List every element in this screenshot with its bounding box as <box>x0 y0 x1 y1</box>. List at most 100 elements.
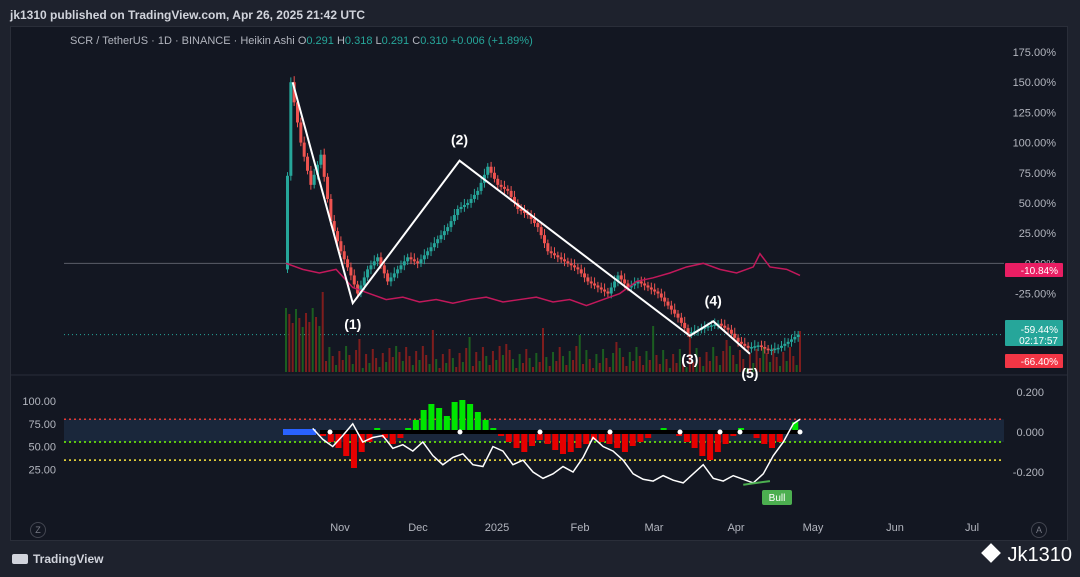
volume-bar <box>498 346 501 372</box>
candle-body <box>292 82 296 103</box>
candle-body <box>683 322 687 329</box>
volume-bar <box>488 365 491 372</box>
volume-bar <box>311 308 314 372</box>
volume-bar <box>792 356 795 372</box>
candle-body <box>476 190 480 195</box>
volume-bar <box>718 365 721 372</box>
auto-scale-left-button[interactable]: Z <box>30 522 46 538</box>
candle-body <box>766 348 770 351</box>
candle-body <box>312 174 316 185</box>
histogram-bar <box>467 404 474 432</box>
candle-body <box>573 265 577 268</box>
volume-bar <box>315 317 318 372</box>
volume-bar <box>698 357 701 372</box>
candle-body <box>449 221 453 228</box>
volume-bar <box>762 347 765 372</box>
candle-body <box>459 206 463 209</box>
volume-bar <box>461 362 464 372</box>
change-value: +0.006 (+1.89%) <box>450 35 533 47</box>
volume-bar <box>491 351 494 372</box>
high-label: H <box>336 35 345 47</box>
histogram-bar <box>366 432 373 442</box>
volume-bar <box>548 366 551 372</box>
candle-body <box>492 172 496 179</box>
candle-body <box>779 345 783 348</box>
volume-bar <box>735 364 738 372</box>
volume-bar <box>455 367 458 372</box>
candle-body <box>326 176 330 199</box>
y-tick-label: 25.00% <box>1019 228 1057 240</box>
candle-body <box>743 343 747 346</box>
osc-zero-marker <box>797 429 803 435</box>
osc-zero-marker <box>327 429 333 435</box>
candle-body <box>339 241 343 252</box>
x-tick-label: Apr <box>727 522 744 534</box>
candle-body <box>669 305 673 310</box>
volume-bar <box>341 360 344 372</box>
volume-bar <box>748 354 751 372</box>
volume-bar <box>758 358 761 372</box>
candle-body <box>432 243 436 248</box>
volume-bar <box>415 351 418 372</box>
candle-body <box>539 227 543 236</box>
candle-body <box>332 221 336 232</box>
symbol-name[interactable]: SCR / TetherUS · 1D · BINANCE · Heikin A… <box>70 35 295 47</box>
top-bar: jk1310 published on TradingView.com, Apr… <box>0 0 1080 26</box>
candle-body <box>446 227 450 232</box>
candle-body <box>436 239 440 244</box>
tradingview-logo-text: TradingView <box>33 552 104 566</box>
candle-body <box>646 285 650 288</box>
histogram-bar <box>552 432 559 450</box>
histogram-bar <box>521 432 528 452</box>
auto-scale-right-button[interactable]: A <box>1031 522 1047 538</box>
volume-bar <box>722 351 725 372</box>
candle-body <box>656 291 660 294</box>
candle-body <box>469 198 473 203</box>
candle-body <box>729 329 733 334</box>
chart-frame[interactable] <box>10 26 1068 541</box>
volume-bar <box>401 361 404 372</box>
candle-body <box>396 269 400 274</box>
value-badge <box>1005 320 1063 346</box>
x-tick-label: May <box>803 522 824 534</box>
candle-body <box>286 175 289 270</box>
histogram-bar <box>358 432 365 452</box>
value-badge-text: -59.44% <box>1021 325 1058 336</box>
candle-body <box>626 283 630 288</box>
volume-bar <box>662 350 665 372</box>
volume-bar <box>525 349 528 372</box>
candle-body <box>543 235 546 244</box>
candle-body <box>586 277 590 282</box>
symbol-legend[interactable]: SCR / TetherUS · 1D · BINANCE · Heikin A… <box>70 35 533 47</box>
histogram-bar <box>590 432 597 440</box>
volume-bar <box>578 335 581 372</box>
candle-body <box>593 283 597 286</box>
volume-bar <box>775 357 778 372</box>
volume-bar <box>441 354 444 372</box>
candle-body <box>596 285 600 288</box>
tradingview-logo[interactable]: TradingView <box>12 552 103 566</box>
low-value: 0.291 <box>381 35 410 47</box>
candle-body <box>372 261 376 266</box>
histogram-bar <box>761 432 768 444</box>
volume-bar <box>612 353 615 372</box>
histogram-bar <box>776 432 783 442</box>
histogram-bar <box>389 432 396 444</box>
volume-bar <box>665 359 668 372</box>
volume-bar <box>732 355 735 372</box>
candle-body <box>402 261 406 266</box>
candle-body <box>606 291 610 294</box>
histogram-bar <box>474 412 481 432</box>
candle-body <box>382 265 386 274</box>
candle-body <box>549 251 553 254</box>
volume-bar <box>385 362 388 372</box>
volume-bar <box>632 361 635 372</box>
volume-bar <box>321 292 324 372</box>
candle-body <box>506 188 510 191</box>
y-tick-label: 50.00% <box>1019 198 1057 210</box>
volume-bar <box>575 346 578 372</box>
volume-bar <box>572 360 575 372</box>
volume-bar <box>648 360 651 372</box>
candle-body <box>686 328 690 334</box>
